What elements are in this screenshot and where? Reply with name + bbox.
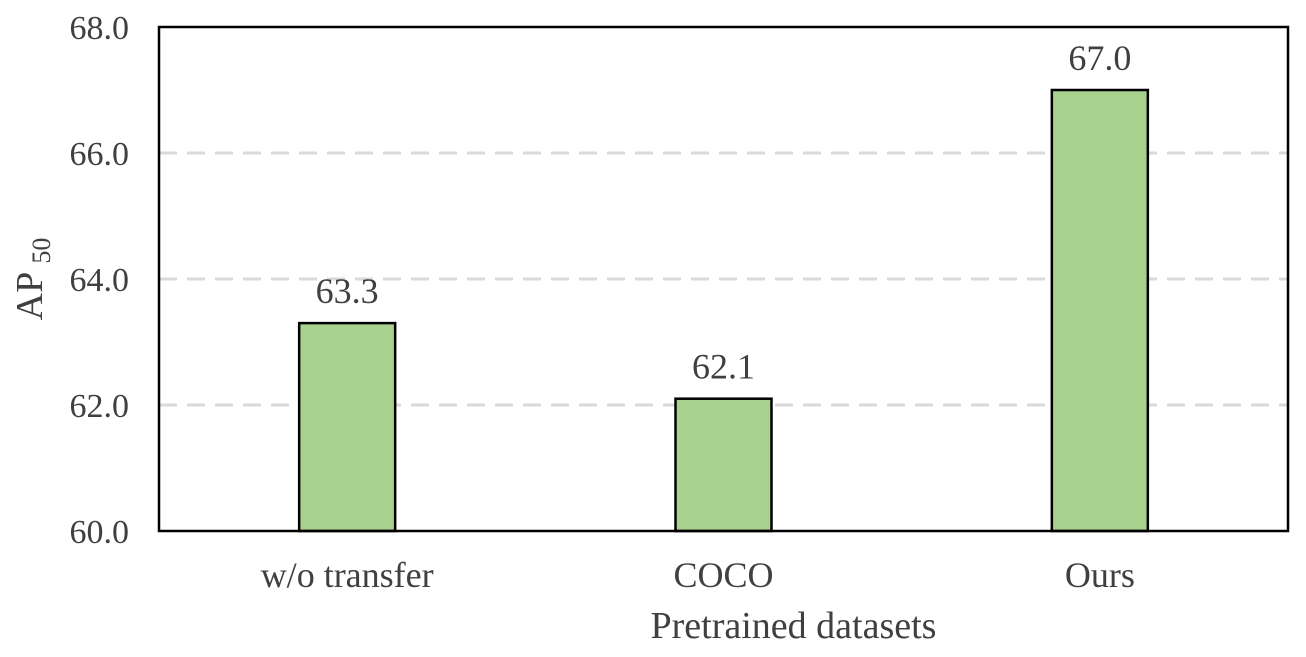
x-tick-label: Ours [1065, 555, 1135, 595]
x-tick-label: COCO [673, 555, 773, 595]
y-tick-label: 62.0 [70, 388, 130, 425]
y-tick-label: 66.0 [70, 136, 130, 173]
y-axis-title-main: AP [9, 273, 51, 320]
x-axis-ticks: w/o transfer COCO Ours [261, 555, 1135, 595]
data-labels: 63.3 62.1 67.0 [316, 38, 1132, 387]
x-axis-title: Pretrained datasets [651, 605, 937, 647]
y-tick-label: 68.0 [70, 10, 130, 47]
y-axis-title: AP 50 [9, 238, 56, 321]
x-tick-label: w/o transfer [261, 555, 434, 595]
bars [297, 88, 1150, 533]
plot-frame [157, 25, 1290, 533]
data-label: 63.3 [316, 271, 379, 311]
data-label: 67.0 [1068, 38, 1131, 78]
y-axis-title-subscript: 50 [27, 238, 56, 264]
y-tick-label: 64.0 [70, 262, 130, 299]
bar [674, 397, 773, 533]
y-tick-label: 60.0 [70, 514, 130, 551]
data-label: 62.1 [692, 347, 755, 387]
bar [297, 321, 397, 533]
y-axis-ticks: 60.0 62.0 64.0 66.0 68.0 [70, 10, 130, 551]
bar [1050, 88, 1150, 533]
